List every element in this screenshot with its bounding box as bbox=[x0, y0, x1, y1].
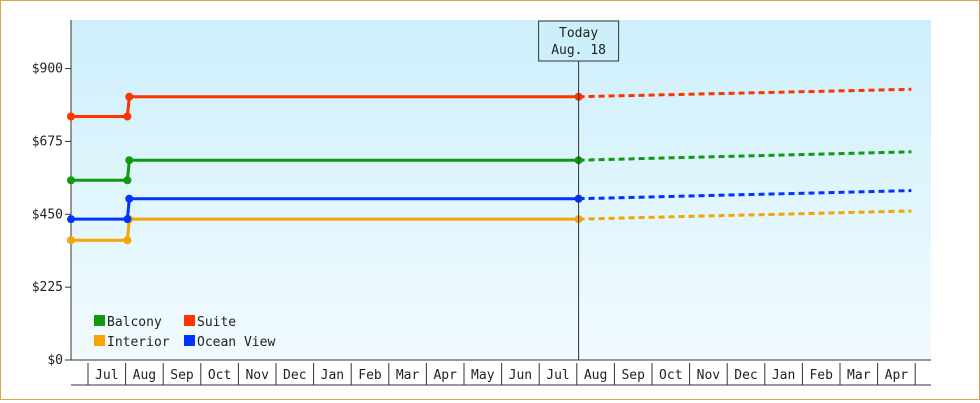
today-marker: Today Aug. 18 bbox=[538, 20, 620, 360]
y-tick-label: $450 bbox=[32, 207, 63, 222]
month-tick-label: Sep bbox=[621, 368, 645, 383]
month-tick-label: Jun bbox=[509, 368, 532, 383]
month-tick-label: Jul bbox=[546, 368, 569, 383]
legend-swatch bbox=[94, 315, 105, 326]
month-tick-label: Aug bbox=[133, 368, 156, 383]
month-tick-label: Oct bbox=[659, 368, 682, 383]
month-tick-label: Jul bbox=[95, 368, 118, 383]
month-tick-label: Feb bbox=[358, 368, 382, 383]
month-axis: Jul Aug Sep Oct Nov Dec Jan Feb Mar Apr May Jun Jul A… bbox=[71, 359, 931, 386]
month-tick-label: Nov bbox=[697, 368, 721, 383]
data-point bbox=[67, 236, 75, 245]
legend-label: Interior bbox=[107, 335, 170, 350]
month-tick-label: Mar bbox=[847, 368, 871, 383]
data-point bbox=[123, 176, 132, 185]
month-tick-label: Sep bbox=[170, 368, 194, 383]
data-point bbox=[67, 176, 75, 185]
y-tick-label: $0 bbox=[47, 353, 63, 368]
forecast-line bbox=[578, 209, 912, 221]
legend-swatch bbox=[184, 315, 195, 326]
data-point bbox=[125, 156, 134, 165]
legend-item: Interior bbox=[94, 335, 170, 350]
data-point bbox=[123, 112, 132, 121]
history-line bbox=[71, 217, 579, 242]
month-tick-label: Aug bbox=[584, 368, 607, 383]
month-tick-label: Apr bbox=[885, 368, 909, 383]
today-date: Aug. 18 bbox=[551, 43, 606, 58]
history-line bbox=[71, 158, 579, 182]
month-tick-label: Dec bbox=[283, 368, 306, 383]
legend-label: Ocean View bbox=[197, 335, 275, 350]
month-tick-label: Jan bbox=[321, 368, 344, 383]
series-ocean-view bbox=[67, 189, 912, 224]
forecast-line bbox=[578, 150, 912, 162]
y-axis: $0 $225 $450 $675 $900 bbox=[32, 20, 72, 368]
plot-background bbox=[71, 20, 931, 360]
today-label-box bbox=[538, 20, 620, 62]
data-point bbox=[123, 236, 132, 245]
month-tick-label: Apr bbox=[433, 368, 457, 383]
series-suite bbox=[67, 87, 912, 121]
month-tick-label: Nov bbox=[245, 368, 269, 383]
data-point bbox=[125, 92, 134, 101]
month-tick-label: May bbox=[471, 368, 495, 383]
month-tick-label: Feb bbox=[809, 368, 833, 383]
data-point bbox=[123, 215, 132, 224]
month-tick-label: Dec bbox=[734, 368, 757, 383]
month-tick-label: Mar bbox=[396, 368, 420, 383]
history-line bbox=[71, 95, 579, 118]
data-point bbox=[67, 215, 75, 224]
legend-swatch bbox=[94, 335, 105, 346]
series-balcony bbox=[67, 150, 912, 185]
y-tick-label: $900 bbox=[32, 62, 63, 77]
legend-label: Balcony bbox=[107, 315, 162, 330]
y-tick-label: $675 bbox=[32, 134, 63, 149]
today-label: Today bbox=[559, 26, 598, 41]
legend-swatch bbox=[184, 335, 195, 346]
legend-item: Suite bbox=[184, 315, 236, 330]
y-tick-label: $225 bbox=[32, 280, 63, 295]
legend-item: Ocean View bbox=[184, 335, 275, 350]
legend-label: Suite bbox=[197, 315, 236, 330]
legend-item: Balcony bbox=[94, 315, 162, 330]
legend: Balcony Suite Interior Ocean View bbox=[94, 315, 275, 350]
data-point bbox=[67, 112, 75, 121]
history-line bbox=[71, 197, 579, 221]
data-point bbox=[125, 194, 134, 203]
forecast-line bbox=[578, 189, 912, 201]
forecast-line bbox=[578, 87, 912, 99]
month-tick-label: Oct bbox=[208, 368, 231, 383]
series-layer bbox=[67, 87, 912, 245]
month-tick-label: Jan bbox=[772, 368, 795, 383]
